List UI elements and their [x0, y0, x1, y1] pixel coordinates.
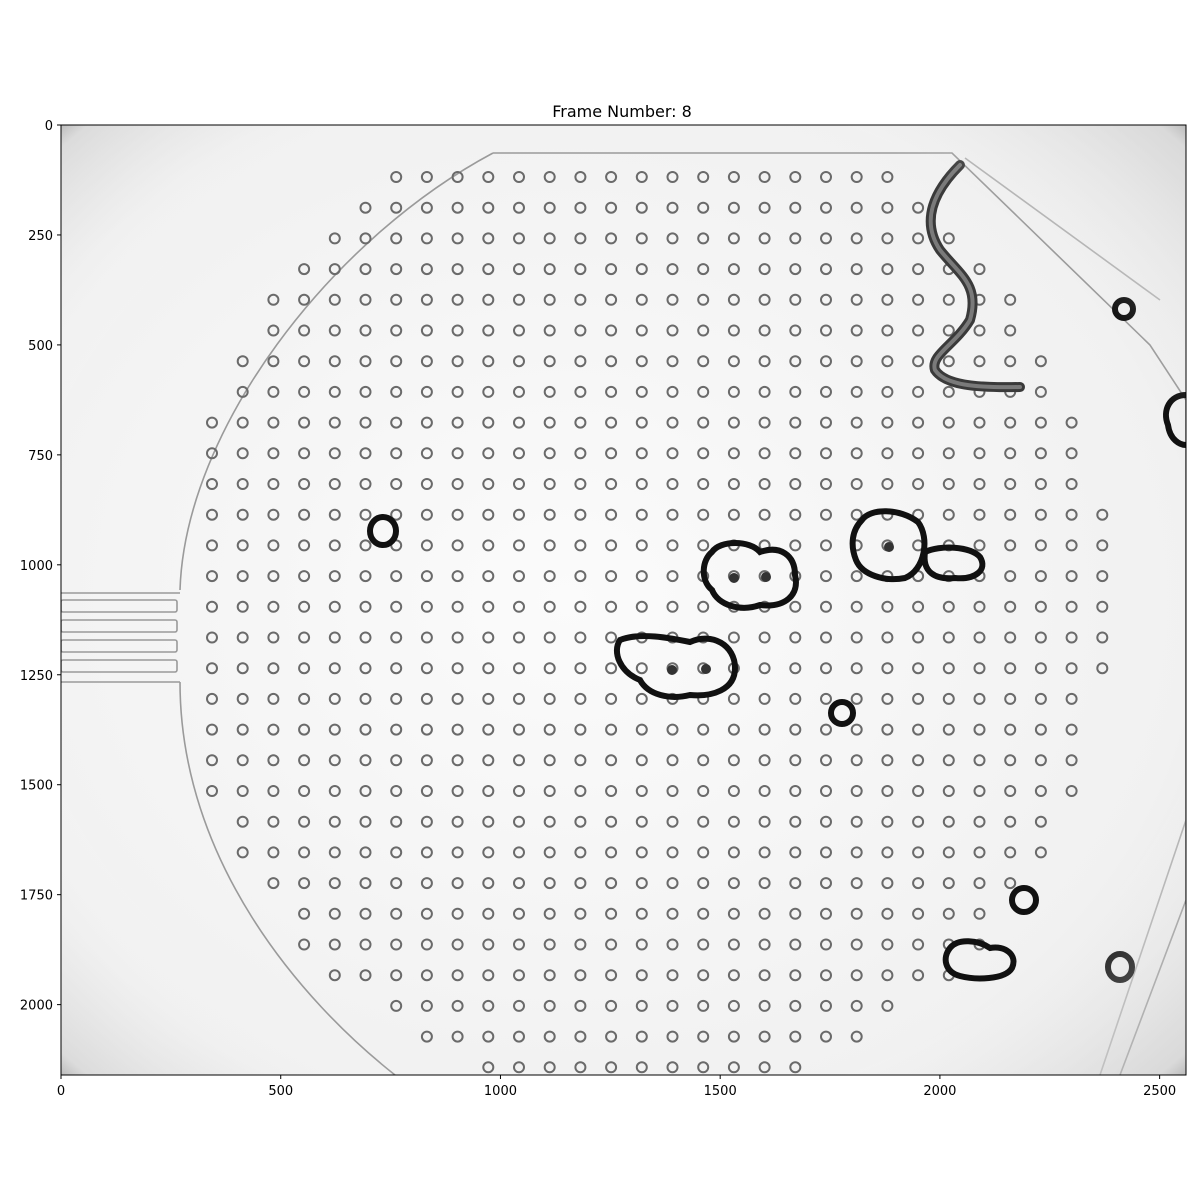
x-tick-label: 0: [57, 1084, 65, 1099]
x-tick-label: 1000: [484, 1084, 517, 1099]
figure-title: Frame Number: 8: [552, 102, 692, 121]
x-tick-label: 2000: [923, 1084, 956, 1099]
x-axis: 0 500 1000 1500 2000 2500: [57, 1075, 1176, 1099]
y-tick-label: 1500: [20, 779, 53, 794]
y-tick-label: 0: [45, 119, 53, 134]
plot-frame: [60, 124, 1187, 1076]
y-tick-label: 1750: [20, 889, 53, 904]
x-tick-label: 500: [268, 1084, 293, 1099]
y-tick-label: 750: [28, 449, 53, 464]
y-tick-label: 500: [28, 339, 53, 354]
x-tick-label: 2500: [1143, 1084, 1176, 1099]
y-tick-label: 2000: [20, 999, 53, 1014]
y-tick-label: 1250: [20, 669, 53, 684]
y-axis: 0 250 500 750 1000 1250 1500 1750 2000: [20, 119, 61, 1014]
microscope-image: [61, 125, 1186, 1075]
y-tick-label: 250: [28, 229, 53, 244]
x-tick-label: 1500: [704, 1084, 737, 1099]
y-tick-label: 1000: [20, 559, 53, 574]
